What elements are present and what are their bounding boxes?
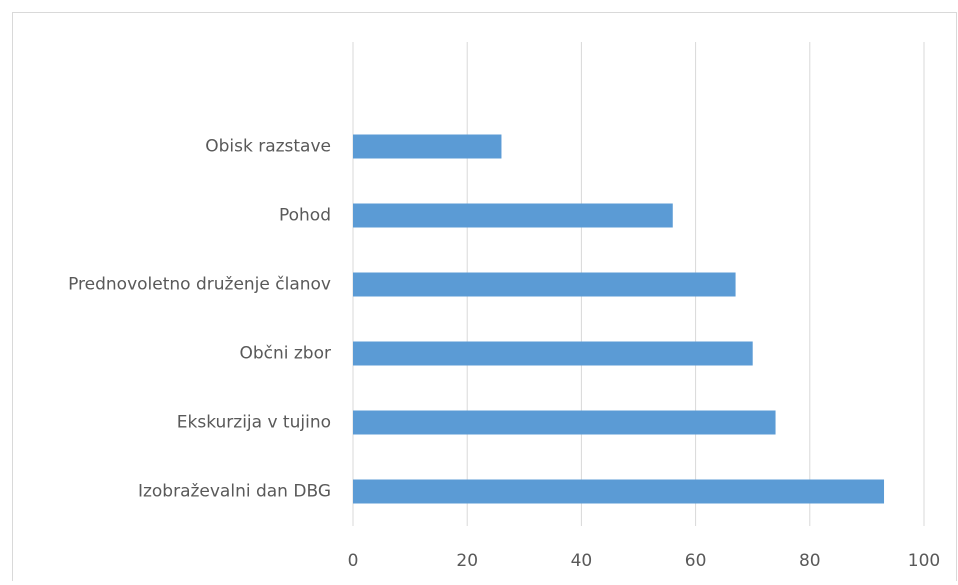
x-tick-label: 80: [799, 551, 821, 571]
x-tick-label: 60: [685, 551, 707, 571]
y-tick-label: Občni zbor: [239, 344, 331, 364]
bar: [353, 272, 736, 297]
x-tick-label: 100: [908, 551, 940, 571]
x-tick-label: 20: [456, 551, 478, 571]
y-tick-label: Ekskurzija v tujino: [177, 413, 331, 433]
bar: [353, 479, 885, 504]
x-tick-label: 40: [571, 551, 593, 571]
x-tick-label: 0: [348, 551, 359, 571]
bar: [353, 341, 753, 366]
y-tick-label: Obisk razstave: [205, 137, 331, 157]
bar: [353, 410, 776, 435]
y-tick-label: Prednovoletno druženje članov: [68, 275, 331, 295]
bar: [353, 203, 673, 228]
y-tick-label: Pohod: [279, 206, 331, 226]
y-tick-label: Izobraževalni dan DBG: [138, 482, 331, 502]
bar: [353, 134, 502, 159]
